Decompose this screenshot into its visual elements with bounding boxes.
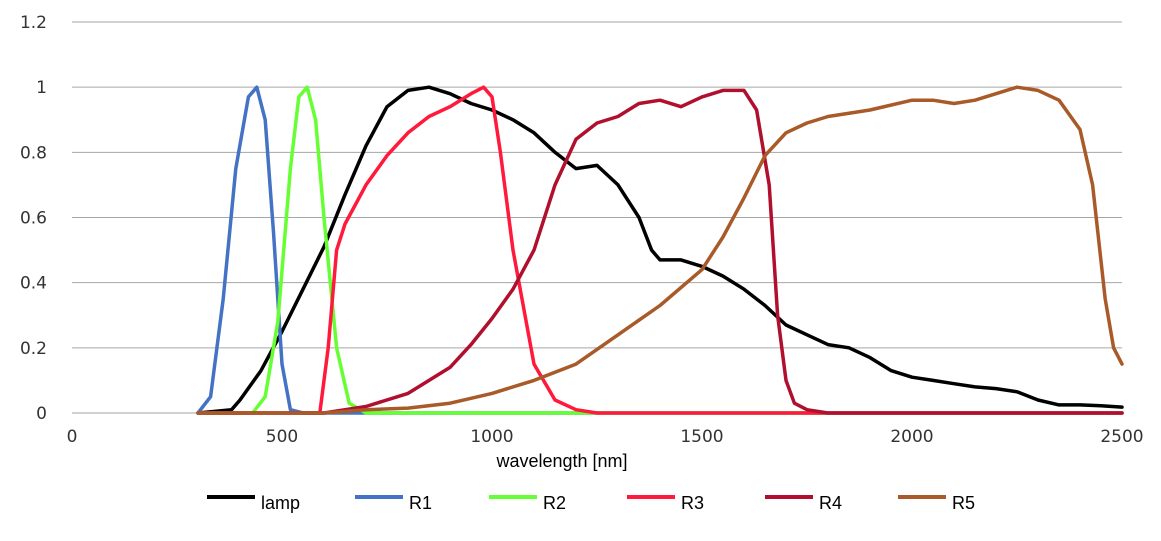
series-line-r5 bbox=[196, 85, 1124, 415]
y-tick-label: 0.4 bbox=[20, 274, 47, 294]
x-tick-label: 500 bbox=[266, 427, 298, 447]
legend-label-r4: R4 bbox=[819, 493, 842, 513]
x-tick-label: 1000 bbox=[470, 427, 513, 447]
y-tick-label: 1 bbox=[36, 78, 47, 98]
y-tick-label: 0 bbox=[36, 404, 47, 424]
series-line-lamp bbox=[196, 85, 1124, 415]
y-tick-label: 0.2 bbox=[20, 339, 47, 359]
x-tick-label: 2000 bbox=[890, 427, 933, 447]
legend-label-lamp: lamp bbox=[261, 493, 300, 513]
x-axis-tick-labels: 0 500 1000 1500 2000 2500 bbox=[67, 427, 1144, 447]
series-line-r1 bbox=[196, 85, 1124, 415]
legend: lamp R1 R2 R3 R4 R5 bbox=[207, 493, 975, 513]
legend-label-r5: R5 bbox=[952, 493, 975, 513]
series-line-r2 bbox=[196, 85, 1124, 415]
x-tick-label: 2500 bbox=[1100, 427, 1143, 447]
x-tick-label: 1500 bbox=[680, 427, 723, 447]
plot-series bbox=[196, 85, 1124, 415]
x-tick-label: 0 bbox=[67, 427, 78, 447]
series-line-r4 bbox=[196, 88, 1124, 415]
legend-label-r2: R2 bbox=[543, 493, 566, 513]
legend-label-r3: R3 bbox=[681, 493, 704, 513]
y-axis-tick-labels: 0 0.2 0.4 0.6 0.8 1 1.2 bbox=[20, 13, 47, 424]
legend-label-r1: R1 bbox=[409, 493, 432, 513]
gridlines bbox=[72, 21, 1122, 414]
y-tick-label: 0.6 bbox=[20, 209, 47, 229]
y-tick-label: 0.8 bbox=[20, 143, 47, 163]
y-tick-label: 1.2 bbox=[20, 13, 47, 33]
x-axis-title: wavelength [nm] bbox=[495, 451, 627, 471]
series-line-r3 bbox=[196, 85, 1124, 415]
